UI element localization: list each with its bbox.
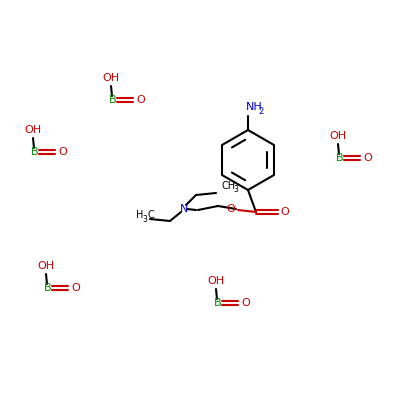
Text: OH: OH (38, 261, 54, 271)
Text: H: H (136, 210, 143, 220)
Text: 3: 3 (233, 186, 238, 194)
Text: NH: NH (246, 102, 263, 112)
Text: CH: CH (221, 181, 235, 191)
Text: OH: OH (102, 73, 120, 83)
Text: O: O (281, 207, 289, 217)
Text: O: O (227, 204, 235, 214)
Text: B: B (31, 147, 39, 157)
Text: O: O (242, 298, 250, 308)
Text: B: B (109, 95, 117, 105)
Text: OH: OH (330, 131, 346, 141)
Text: B: B (44, 283, 52, 293)
Text: OH: OH (24, 125, 42, 135)
Text: O: O (72, 283, 80, 293)
Text: B: B (214, 298, 222, 308)
Text: O: O (364, 153, 372, 163)
Text: C: C (147, 210, 154, 220)
Text: 2: 2 (258, 106, 263, 116)
Text: 3: 3 (142, 214, 147, 224)
Text: B: B (336, 153, 344, 163)
Text: N: N (180, 204, 188, 214)
Text: O: O (59, 147, 67, 157)
Text: OH: OH (208, 276, 224, 286)
Text: O: O (137, 95, 145, 105)
